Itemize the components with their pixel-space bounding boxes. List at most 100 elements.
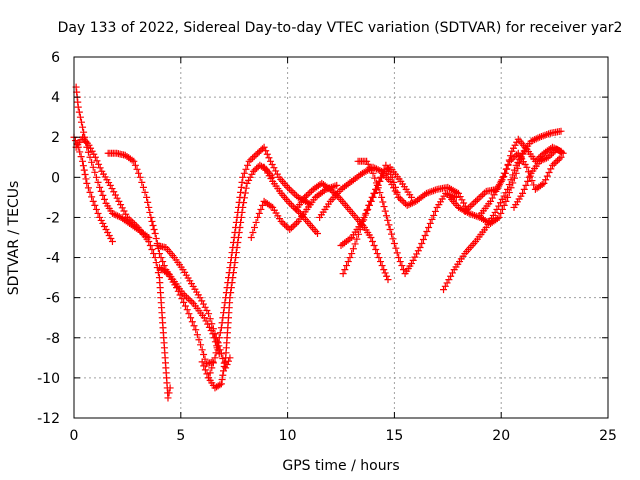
data-point-marker <box>333 181 341 189</box>
data-point-marker <box>91 168 99 176</box>
x-tick-label: 5 <box>176 428 185 444</box>
data-point-marker <box>379 198 387 206</box>
data-point-marker <box>254 213 262 221</box>
series-trace-14 <box>337 163 415 250</box>
data-point-marker <box>524 177 532 185</box>
data-point-marker <box>201 366 209 374</box>
data-point-marker <box>80 128 88 136</box>
data-point-marker <box>150 225 158 233</box>
data-point-marker <box>519 189 527 197</box>
data-point-marker <box>370 242 378 250</box>
data-point-marker <box>214 338 222 346</box>
data-point-marker <box>252 218 260 226</box>
data-point-marker <box>372 246 380 254</box>
data-point-marker <box>232 218 240 226</box>
data-point-marker <box>534 134 542 142</box>
data-point-marker <box>416 244 424 252</box>
data-point-marker <box>237 183 245 191</box>
data-point-marker <box>117 201 125 209</box>
data-point-marker <box>91 201 99 209</box>
data-point-marker <box>165 389 173 397</box>
data-point-marker <box>227 254 235 262</box>
data-point-marker <box>128 156 136 164</box>
data-point-marker <box>96 183 104 191</box>
data-point-marker <box>252 151 260 159</box>
data-point-marker <box>235 198 243 206</box>
data-point-marker <box>157 254 165 262</box>
data-point-marker <box>87 144 95 152</box>
data-point-marker <box>217 350 225 358</box>
data-point-marker <box>222 294 230 302</box>
data-point-marker <box>75 108 83 116</box>
data-point-marker <box>272 167 280 175</box>
data-point-marker <box>135 169 143 177</box>
data-point-marker <box>376 189 384 197</box>
data-point-marker <box>382 212 390 220</box>
data-point-marker <box>509 179 517 187</box>
data-point-marker <box>237 188 245 196</box>
data-point-marker <box>255 209 263 217</box>
data-point-marker <box>200 314 208 322</box>
data-point-marker <box>502 165 510 173</box>
data-point-marker <box>79 123 87 131</box>
grid <box>74 57 608 418</box>
data-point-marker <box>77 118 85 126</box>
data-point-marker <box>195 336 203 344</box>
data-point-marker <box>505 181 513 189</box>
data-point-marker <box>510 174 518 182</box>
data-point-marker <box>328 187 336 195</box>
data-point-marker <box>96 164 104 172</box>
data-point-marker <box>238 178 246 186</box>
data-point-marker <box>110 210 118 218</box>
data-point-marker <box>527 137 535 145</box>
data-point-marker <box>371 174 379 182</box>
data-point-marker <box>215 334 223 342</box>
data-point-marker <box>257 205 265 213</box>
data-point-marker <box>220 309 228 317</box>
data-point-marker <box>421 231 429 239</box>
data-point-marker <box>88 158 96 166</box>
data-point-marker <box>381 207 389 215</box>
data-point-marker <box>499 173 507 181</box>
data-point-marker <box>90 150 98 158</box>
data-point-marker <box>277 217 285 225</box>
data-point-marker <box>546 152 554 160</box>
data-point-marker <box>208 364 216 372</box>
y-axis-label: SDTVAR / TECUs <box>6 181 22 296</box>
y-tick-label: 0 <box>51 170 60 186</box>
data-point-marker <box>265 154 273 162</box>
data-point-marker <box>88 193 96 201</box>
data-point-marker <box>205 310 213 318</box>
data-point-marker <box>227 259 235 267</box>
data-point-marker <box>164 394 172 402</box>
data-point-marker <box>154 269 162 277</box>
data-point-marker <box>372 185 380 193</box>
data-point-marker <box>348 250 356 258</box>
y-tick-label: -12 <box>37 411 60 427</box>
data-point-marker <box>166 384 174 392</box>
x-axis-label: GPS time / hours <box>282 458 399 474</box>
data-point-marker <box>515 159 523 167</box>
data-point-marker <box>513 151 521 159</box>
data-point-marker <box>302 192 310 200</box>
data-point-marker <box>371 189 379 197</box>
data-point-marker <box>282 222 290 230</box>
data-point-marker <box>304 190 312 198</box>
data-point-marker <box>498 205 506 213</box>
y-tick-label: -8 <box>46 331 60 347</box>
data-point-marker <box>431 207 439 215</box>
data-point-marker <box>76 148 84 156</box>
data-point-marker <box>221 358 229 366</box>
data-point-marker <box>197 341 205 349</box>
data-point-marker <box>199 300 207 308</box>
data-point-marker <box>419 236 427 244</box>
data-point-marker <box>363 206 371 214</box>
data-point-marker <box>291 221 299 229</box>
data-point-marker <box>260 143 268 151</box>
data-point-marker <box>539 156 547 164</box>
series-trace-20 <box>510 145 567 211</box>
data-point-marker <box>400 198 408 206</box>
data-point-marker <box>82 175 90 183</box>
